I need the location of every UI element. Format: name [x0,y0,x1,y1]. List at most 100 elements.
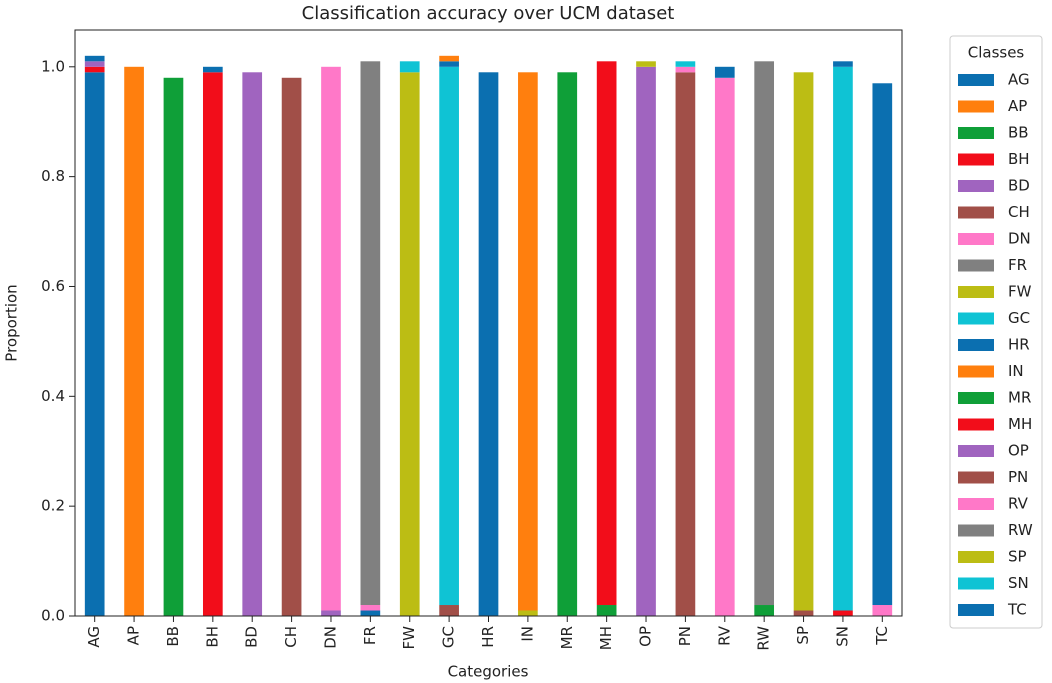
y-tick-label: 1.0 [41,57,65,75]
legend-label: MH [1008,415,1032,433]
bar-segment [163,77,184,616]
x-tick-label: TC [873,626,891,646]
legend-label: BB [1008,124,1029,142]
x-tick-label: IN [518,626,536,642]
x-tick-label: AG [85,626,103,648]
legend-swatch [958,524,994,537]
legend-swatch [958,127,994,139]
bar-segment [754,61,775,606]
legend-label: AP [1008,97,1027,115]
bar-segment [675,66,696,73]
legend-swatch [958,206,994,219]
x-tick-label: AP [125,626,143,645]
bar-segment [557,72,578,617]
bar-segment [202,66,223,73]
y-tick-label: 0.0 [41,607,65,625]
y-tick-label: 0.4 [41,387,65,405]
bar-segment [478,72,499,617]
bar-segment [596,61,617,606]
x-tick-label: OP [637,626,655,647]
bar-segment [754,605,775,616]
legend-swatch [958,339,994,351]
legend-label: RV [1008,495,1029,513]
bar-segment [872,83,893,606]
y-tick-label: 0.2 [41,497,65,515]
legend-label: FR [1008,256,1027,274]
legend-label: PN [1008,468,1028,486]
bar-segment [84,61,105,67]
bar-segment [439,605,459,616]
x-tick-label: BB [164,626,182,647]
x-tick-label: SP [794,626,812,645]
x-tick-label: CH [282,626,300,648]
bar-segment [675,61,696,67]
x-axis-label: Categories [448,663,529,681]
legend-swatch [958,445,994,457]
bar-segment [518,610,538,616]
legend-swatch [958,74,994,86]
bar-segment [714,77,735,616]
bar-segment [872,605,893,616]
bar-segment [399,61,420,73]
legend-swatch [958,153,994,166]
legend-label: IN [1008,362,1024,380]
legend-label: AG [1008,71,1030,89]
x-tick-label: SN [833,626,851,647]
legend-label: MR [1008,389,1031,407]
bar-segment [439,66,459,606]
bar-segment [636,66,656,616]
legend-swatch [958,233,994,245]
legend-label: HR [1008,336,1030,354]
bar-segment [833,66,853,611]
legend-swatch [958,471,994,484]
legend-swatch [958,286,994,298]
legend-swatch [958,259,994,272]
legend-title: Classes [968,44,1025,62]
bar-segment [714,66,735,78]
legend-label: SP [1008,548,1027,566]
bar-segment [636,61,656,67]
legend-label: TC [1007,601,1027,619]
bar-segment [124,66,144,616]
x-tick-label: RW [755,626,773,651]
bar-segment [439,61,459,67]
legend-label: FW [1008,283,1032,301]
bar-segment [518,72,538,611]
legend-swatch [958,551,994,563]
legend-label: BD [1008,177,1030,195]
x-tick-label: GC [440,626,458,648]
bar-segment [321,610,341,616]
legend-swatch [958,498,994,510]
legend-label: RW [1008,521,1033,539]
bar-segment [833,61,853,67]
legend-label: OP [1008,442,1029,460]
chart-title: Classification accuracy over UCM dataset [302,3,675,24]
bar-segment [360,61,381,606]
bar-segment [84,72,105,617]
bar-segment [675,72,696,617]
x-tick-label: FW [400,626,418,650]
legend-swatch [958,365,994,378]
bar-segment [84,55,105,62]
bar-segment [793,72,814,611]
x-tick-label: FR [361,626,379,645]
legend-swatch [958,418,994,431]
x-tick-label: RV [715,625,733,646]
bar-segment [281,77,302,616]
x-tick-label: BD [243,626,261,648]
bar-segment [399,72,420,617]
legend-swatch [958,604,994,616]
legend-swatch [958,100,994,113]
legend-swatch [958,577,994,590]
x-tick-label: HR [479,626,497,648]
legend-label: DN [1008,230,1031,248]
x-tick-label: DN [321,626,339,649]
x-tick-label: PN [676,626,694,646]
bar-segment [439,55,459,62]
bar-segment [202,72,223,617]
bar-segment [360,610,381,616]
x-tick-label: MR [558,626,576,649]
x-tick-label: MH [597,626,615,650]
bar-segment [833,610,853,616]
